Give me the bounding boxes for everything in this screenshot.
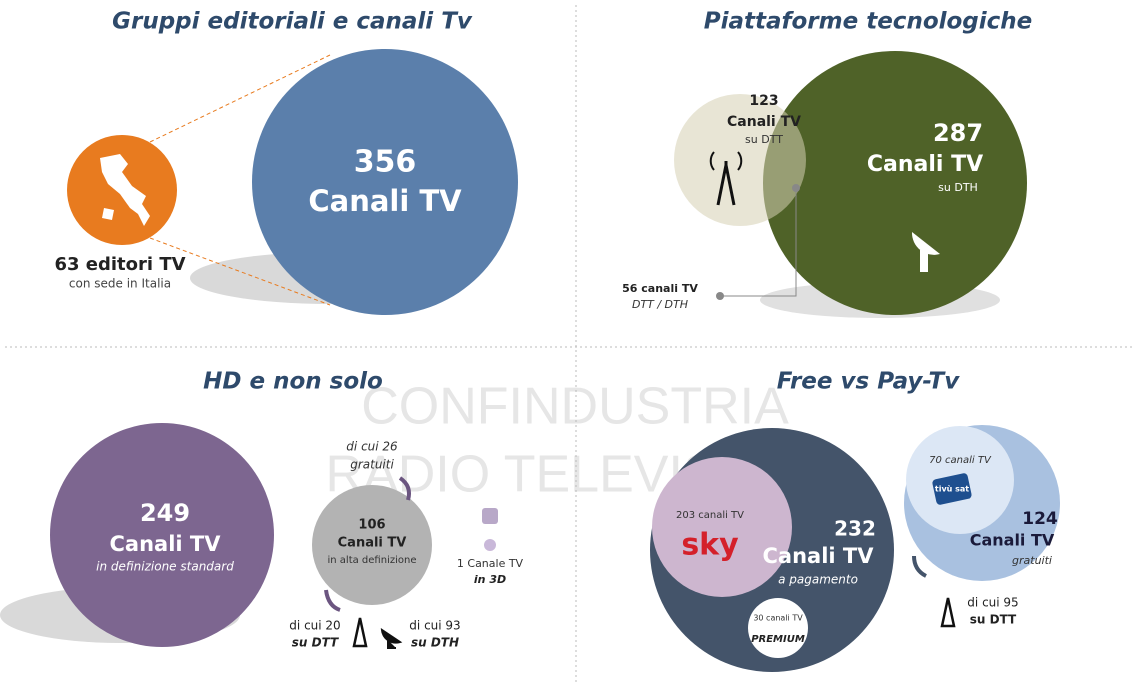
pay-label: Canali TV [763,544,875,568]
free-dtt: di cui 95 [967,596,1018,610]
editors-sub: con sede in Italia [69,277,171,291]
premium-count: 30 canali TV [753,614,803,623]
hd-dth-sub: su DTH [411,636,459,650]
hd-sub: in alta definizione [328,555,417,566]
hd-free: di cui 26 [346,440,398,454]
3d-sub: in 3D [474,573,506,586]
italy-icon [100,154,150,226]
panel-title: Free vs Pay-Tv [777,369,960,395]
sky-logo: sky [681,528,739,563]
hd-dtt-sub: su DTT [292,636,339,650]
dth-circle [763,51,1027,315]
dth-number: 287 [933,119,983,147]
tivu-badge [932,473,972,505]
hd-number: 106 [358,518,385,533]
tower-icon [709,151,743,206]
connector-dot [716,292,724,300]
premium-logo: PREMIUM [751,634,805,645]
editors: 63 editori TV [54,254,185,275]
tivu-count: 70 canali TV [929,455,992,466]
overlap-sub: DTT / DTH [632,298,688,311]
dth-sub: su DTH [938,181,978,194]
sky-count: 203 canali TV [676,510,744,521]
tower-icon [940,597,956,628]
tower-icon [352,617,368,648]
watermark: CONFINDUSTRIA [361,378,789,436]
arrow [912,555,927,578]
dish-icon [911,232,940,272]
sd-circle [50,423,274,647]
dtt-circle [674,94,806,226]
premium-circle [748,598,808,658]
free-dtt-sub: su DTT [970,613,1017,627]
dth-label: Canali TV [867,152,983,177]
dtt-number: 123 [749,93,778,109]
dish-icon [380,627,403,649]
arrow [398,476,411,501]
free-number: 124 [1022,509,1058,529]
sky-circle [652,457,792,597]
channels-number: 356 [354,145,417,180]
panel-title: Gruppi editoriali e canali Tv [112,9,473,35]
pay-sub: a pagamento [778,573,858,587]
connector [720,188,797,297]
overlap: 56 canali TV [622,282,698,295]
panel-title: HD e non solo [203,369,383,395]
pay-number: 232 [834,517,876,541]
3d-icon [482,508,498,524]
free-sub: gratuiti [1012,554,1052,567]
3d-label: 1 Canale TV [457,557,524,570]
hd-label: Canali TV [338,536,407,551]
sd-label: Canali TV [110,532,222,556]
channels-circle [252,49,518,315]
dtt-sub: su DTT [745,133,783,146]
channels-label: Canali TV [308,184,462,218]
3d-circle [484,539,496,551]
connector [149,54,331,143]
connector-dot [792,184,800,192]
panel-title: Piattaforme tecnologiche [704,9,1033,35]
hd-circle [312,485,432,605]
sd-number: 249 [140,499,190,527]
sd-sub: in definizione standard [96,560,234,574]
arrow [324,589,341,612]
hd-dth: di cui 93 [409,619,460,633]
hd-dtt: di cui 20 [289,619,340,633]
tivu-logo: tivù sat [935,485,969,494]
dtt-label: Canali TV [727,114,801,130]
hd-free-sub: gratuiti [350,458,394,472]
free-label: Canali TV [970,531,1055,550]
